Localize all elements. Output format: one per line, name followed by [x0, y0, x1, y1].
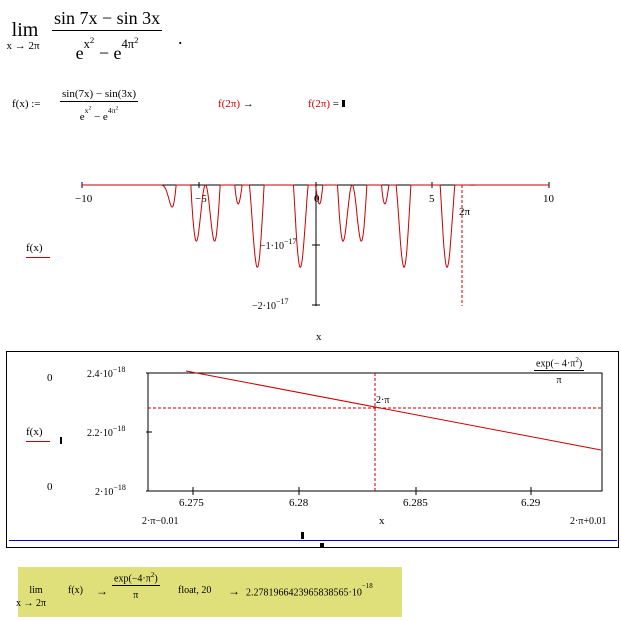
plot2-y-tick-label-2: 2·10−18: [95, 483, 126, 498]
result-arrow-1: →: [96, 584, 108, 598]
plot2-y-tick-label-1: 2.2·10−18: [87, 424, 125, 439]
numeric-placeholder[interactable]: [341, 100, 345, 107]
plot2-trace-label: f(x): [26, 426, 50, 442]
definition-numerator: sin(7x) − sin(3x): [60, 88, 139, 102]
plot2-region[interactable]: [6, 351, 619, 548]
plot2-trace: [185, 370, 602, 451]
plot2-x-tick-label-629: 6.29: [521, 497, 541, 509]
plot1-x-tick-label-5: 5: [429, 193, 435, 205]
header-denominator: ex2 − e4π2: [75, 35, 139, 64]
plot2-cursor-mark: [60, 437, 62, 444]
limit-header: lim x → 2π sin 7x − sin 3x ex2 − e4π2 .: [6, 6, 206, 68]
definition-fraction: sin(7x) − sin(3x) ex2 − e4π2: [60, 88, 139, 124]
plot1-trace-label: f(x): [26, 242, 50, 258]
header-numerator: sin 7x − sin 3x: [52, 8, 163, 31]
plot1-y-tick-label-1: −1·10−17: [260, 237, 297, 252]
plot2-x-tick-label-6285: 6.285: [403, 497, 428, 509]
plot1-x-tick-label-m5: −5: [195, 193, 207, 205]
plot2-legend-line: [26, 441, 50, 442]
numeric-evaluation[interactable]: f(2π) =: [308, 98, 345, 110]
result-box[interactable]: lim x → 2π f(x) → exp(−4·π2) π float, 20…: [16, 567, 402, 617]
plot2-x-tick-label-628: 6.28: [289, 497, 309, 509]
lim-subscript: x → 2π: [6, 40, 40, 52]
result-lim-sub: x → 2π: [16, 598, 47, 609]
plot2-x-tick-label-6275: 6.275: [179, 497, 204, 509]
plot1-x-tick-label-0: 0: [314, 193, 320, 205]
plot1-x-tick-label-10: 10: [543, 193, 555, 205]
plot1-trace: [82, 184, 549, 268]
plot2-top-marker: 0: [47, 372, 53, 384]
numeric-eval-expr: f(2π): [308, 98, 331, 110]
definition-denominator: ex2 − e4π2: [79, 105, 119, 124]
plot1-legend-line: [26, 257, 50, 258]
header-fraction: sin 7x − sin 3x ex2 − e4π2: [52, 8, 163, 64]
plot2-y-tick-label-0: 2.4·10−18: [87, 365, 125, 380]
plot2-x-left-limit: 2·π−0.01: [142, 516, 179, 527]
symbolic-evaluation[interactable]: f(2π) →: [218, 98, 254, 110]
plot1-x-axis-label: x: [316, 331, 322, 343]
result-lim-block: lim x → 2π: [16, 585, 46, 609]
result-lim-word: lim: [29, 585, 43, 596]
definition-lhs: f(x) :=: [12, 98, 41, 110]
result-value: 2.2781966423965838565·10−18: [246, 582, 373, 599]
plot2-handle-2[interactable]: [320, 543, 324, 547]
plot2-marker-label: 2·π: [376, 395, 389, 406]
numeric-eq: =: [332, 98, 340, 110]
result-fraction: exp(−4·π2) π: [112, 571, 160, 602]
plot1-x-tick-label-m10: −10: [75, 193, 93, 205]
plot2-bottom-line: [9, 540, 617, 541]
plot1-region[interactable]: f(x) −10 −5 0 5 10 −1·10−17 −2·10−17 2π …: [0, 170, 621, 350]
symbolic-eval-expr: f(2π): [218, 98, 241, 110]
plot2-handle-1[interactable]: [301, 532, 304, 539]
plot2-x-axis-label: x: [379, 515, 385, 527]
function-definition[interactable]: f(x) := sin(7x) − sin(3x) ex2 − e4π2: [12, 88, 162, 132]
lim-block: lim x → 2π: [6, 20, 44, 52]
result-arrow-2: →: [228, 584, 240, 598]
lim-word: lim: [11, 19, 39, 41]
plot2-legend-expression: exp(− 4·π2) π: [534, 356, 585, 387]
result-expr: f(x): [68, 585, 83, 596]
plot2-bottom-marker: 0: [47, 481, 53, 493]
plot1-y-tick-label-2: −2·10−17: [252, 297, 289, 312]
symbolic-arrow: →: [242, 98, 254, 110]
header-period: .: [178, 28, 183, 48]
plot1-svg: −10 −5 0 5 10 −1·10−17 −2·10−17 2π x: [75, 182, 555, 343]
plot1-marker-label: 2π: [459, 206, 471, 218]
plot2-x-right-limit: 2·π+0.01: [570, 516, 607, 527]
result-keyword: float, 20: [178, 585, 212, 596]
